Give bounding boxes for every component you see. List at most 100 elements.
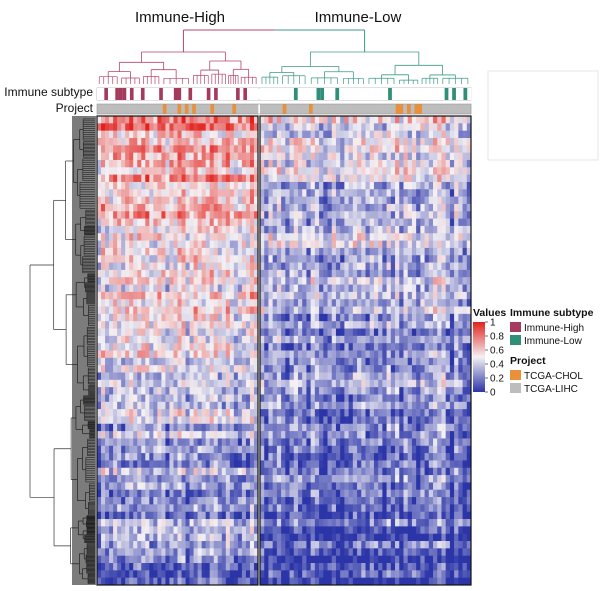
heatmap-cell bbox=[149, 130, 154, 139]
heatmap-cell bbox=[314, 240, 320, 249]
heatmap-cell bbox=[121, 350, 126, 359]
heatmap-cell bbox=[173, 225, 178, 234]
heatmap-cell bbox=[241, 269, 247, 278]
heatmap-cell bbox=[281, 181, 286, 190]
heatmap-cell bbox=[133, 482, 138, 491]
heatmap-cell bbox=[437, 313, 442, 322]
heatmap-cell bbox=[137, 387, 142, 395]
heatmap-cell bbox=[416, 255, 421, 263]
heatmap-cell bbox=[141, 372, 146, 381]
heatmap-cell bbox=[416, 137, 421, 146]
heatmap-cell bbox=[109, 145, 114, 153]
heatmap-cell bbox=[411, 181, 417, 190]
heatmap-cell bbox=[117, 247, 122, 256]
heatmap-cell bbox=[217, 240, 223, 249]
heatmap-cell bbox=[445, 203, 451, 212]
heatmap-cell bbox=[185, 196, 190, 205]
annotation-cell-immune-subtype bbox=[335, 88, 340, 100]
heatmap-cell bbox=[189, 475, 194, 483]
heatmap-cell bbox=[229, 387, 235, 395]
heatmap-cell bbox=[177, 167, 182, 175]
heatmap-cell bbox=[382, 240, 387, 249]
heatmap-cell bbox=[145, 196, 150, 205]
heatmap-cell bbox=[449, 328, 455, 337]
heatmap-cell bbox=[249, 306, 255, 315]
heatmap-cell bbox=[253, 489, 259, 498]
immune-subtype-annotation-bar bbox=[96, 87, 472, 101]
heatmap-cell bbox=[253, 438, 259, 447]
annotation-cell-subtype-bg bbox=[166, 88, 171, 100]
heatmap-cell bbox=[249, 401, 255, 410]
heatmap-cell bbox=[323, 225, 328, 234]
heatmap-cell bbox=[153, 211, 158, 219]
heatmap-cell bbox=[323, 306, 328, 315]
heatmap-cell bbox=[348, 174, 354, 183]
heatmap-cell bbox=[241, 577, 247, 586]
heatmap-cell bbox=[161, 416, 166, 425]
heatmap-cell bbox=[97, 409, 102, 417]
heatmap-cell bbox=[97, 269, 102, 278]
heatmap-cell bbox=[145, 519, 150, 527]
heatmap-cell bbox=[297, 116, 303, 124]
heatmap-cell bbox=[462, 313, 468, 322]
heatmap-cell bbox=[173, 255, 178, 263]
heatmap-cell bbox=[281, 211, 286, 219]
heatmap-cell bbox=[229, 423, 235, 432]
heatmap-cell bbox=[185, 445, 190, 454]
heatmap-cell bbox=[137, 189, 142, 197]
heatmap-cell bbox=[157, 291, 162, 300]
heatmap-cell bbox=[169, 218, 174, 227]
heatmap-cell bbox=[293, 159, 299, 168]
heatmap-cell bbox=[264, 189, 269, 197]
heatmap-cell bbox=[161, 541, 166, 549]
heatmap-cell bbox=[181, 350, 186, 359]
heatmap-cell bbox=[449, 299, 455, 307]
heatmap-cell bbox=[241, 497, 247, 505]
heatmap-cell bbox=[399, 152, 404, 161]
heatmap-cell bbox=[201, 548, 207, 557]
annotation-cell-project bbox=[206, 104, 211, 114]
heatmap-cell bbox=[125, 511, 130, 520]
heatmap-cell bbox=[185, 504, 190, 513]
heatmap-cell bbox=[340, 203, 345, 212]
heatmap-cell bbox=[209, 152, 215, 161]
heatmap-cell bbox=[466, 291, 472, 300]
heatmap-cell bbox=[97, 321, 102, 329]
heatmap-cell bbox=[129, 563, 134, 571]
annotation-cell-subtype-bg bbox=[148, 88, 153, 100]
heatmap-cell bbox=[101, 321, 106, 329]
heatmap-cell bbox=[157, 284, 162, 293]
heatmap-cell bbox=[169, 379, 174, 388]
heatmap-cell bbox=[173, 291, 178, 300]
heatmap-cell bbox=[369, 247, 375, 256]
heatmap-cell bbox=[121, 365, 126, 373]
heatmap-cell bbox=[121, 247, 126, 256]
heatmap-cell bbox=[109, 306, 114, 315]
heatmap-cell bbox=[221, 181, 227, 190]
annotation-cell-subtype-bg bbox=[425, 88, 430, 100]
heatmap-cell bbox=[260, 181, 265, 190]
heatmap-cell bbox=[352, 130, 358, 139]
heatmap-cell bbox=[153, 445, 158, 454]
annotation-cell-project bbox=[301, 104, 306, 114]
heatmap-cell bbox=[197, 233, 203, 241]
heatmap-cell bbox=[365, 335, 371, 344]
heatmap-cell bbox=[386, 159, 392, 168]
heatmap-cell bbox=[161, 240, 166, 249]
heatmap-cell bbox=[272, 203, 278, 212]
heatmap-cell bbox=[189, 145, 194, 153]
heatmap-cell bbox=[407, 174, 413, 183]
heatmap-cell bbox=[285, 152, 290, 161]
heatmap-cell bbox=[253, 137, 259, 146]
heatmap-cell bbox=[420, 321, 425, 329]
annotation-cell-immune-subtype bbox=[159, 88, 164, 100]
heatmap-cell bbox=[245, 218, 251, 227]
heatmap-cell bbox=[237, 255, 243, 263]
heatmap-cell bbox=[217, 431, 223, 439]
heatmap-cell bbox=[201, 196, 207, 205]
heatmap-cell bbox=[101, 211, 106, 219]
heatmap-cell bbox=[229, 299, 235, 307]
annotation-cell-project bbox=[140, 104, 145, 114]
heatmap-cell bbox=[407, 167, 413, 175]
heatmap-cell bbox=[117, 137, 122, 146]
